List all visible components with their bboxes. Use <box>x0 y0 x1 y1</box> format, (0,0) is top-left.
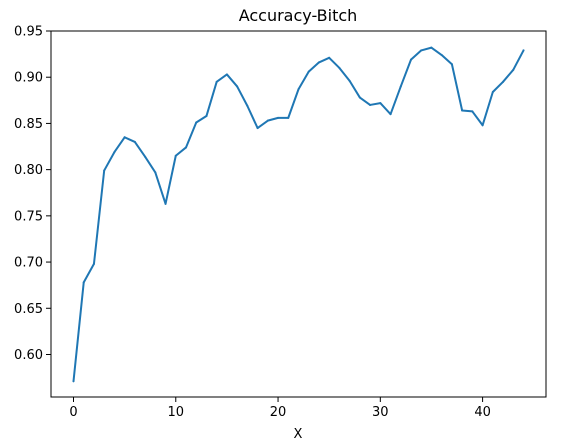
data-point <box>461 109 464 112</box>
data-point <box>522 49 525 52</box>
data-point <box>430 46 433 49</box>
chart-title: Accuracy-Bitch <box>239 6 358 25</box>
y-tick-label: 0.65 <box>14 302 43 317</box>
series-layer <box>72 46 525 383</box>
data-point <box>399 85 402 88</box>
x-tick-label: 40 <box>474 405 491 420</box>
data-point <box>185 146 187 149</box>
data-point <box>195 121 198 124</box>
data-point <box>277 116 280 119</box>
data-point <box>72 380 75 383</box>
data-point <box>328 56 331 59</box>
data-point <box>317 61 320 64</box>
plot-frame <box>50 30 547 398</box>
data-point <box>502 80 505 83</box>
x-tick-label: 0 <box>69 405 77 420</box>
y-tick-label: 0.60 <box>14 348 43 363</box>
data-point <box>144 155 147 158</box>
data-point <box>297 88 300 91</box>
data-point <box>491 91 494 93</box>
data-point <box>512 68 515 71</box>
x-axis-label: X <box>294 427 303 442</box>
data-point <box>369 103 372 106</box>
data-point <box>82 281 85 284</box>
data-point <box>123 136 126 139</box>
data-point <box>287 116 290 119</box>
data-point <box>358 96 361 99</box>
y-tick-label: 0.80 <box>14 163 43 178</box>
data-point <box>348 79 351 82</box>
y-axis: 0.60 0.65 0.70 0.75 0.80 0.85 0.90 0.95 <box>14 25 51 363</box>
data-point <box>256 127 259 130</box>
data-point <box>133 140 136 143</box>
data-point <box>246 104 249 107</box>
data-point <box>379 102 382 105</box>
data-point <box>420 49 423 52</box>
data-point <box>113 151 116 154</box>
data-point <box>450 63 453 66</box>
y-tick-label: 0.95 <box>14 25 43 40</box>
series-line <box>72 46 525 383</box>
data-point <box>307 70 310 73</box>
x-tick-label: 10 <box>167 405 184 420</box>
data-point <box>471 110 474 113</box>
x-axis: 0 10 20 30 40 <box>69 397 491 420</box>
data-point <box>174 154 177 157</box>
data-point <box>164 202 167 205</box>
x-tick-label: 30 <box>372 405 389 420</box>
data-point <box>389 113 392 116</box>
data-point <box>236 85 239 88</box>
data-point <box>266 119 269 122</box>
data-point <box>103 169 106 172</box>
y-tick-label: 0.85 <box>14 117 43 132</box>
data-point <box>481 124 484 127</box>
data-point <box>154 171 157 174</box>
data-point <box>92 262 95 265</box>
data-point <box>440 54 443 57</box>
y-tick-label: 0.75 <box>14 209 43 224</box>
data-point <box>215 80 218 83</box>
data-point <box>338 66 341 69</box>
data-point <box>205 115 208 118</box>
y-tick-label: 0.70 <box>14 256 43 271</box>
x-tick-label: 20 <box>270 405 287 420</box>
data-point <box>225 73 228 76</box>
y-tick-label: 0.90 <box>14 71 43 86</box>
data-point <box>410 58 412 61</box>
